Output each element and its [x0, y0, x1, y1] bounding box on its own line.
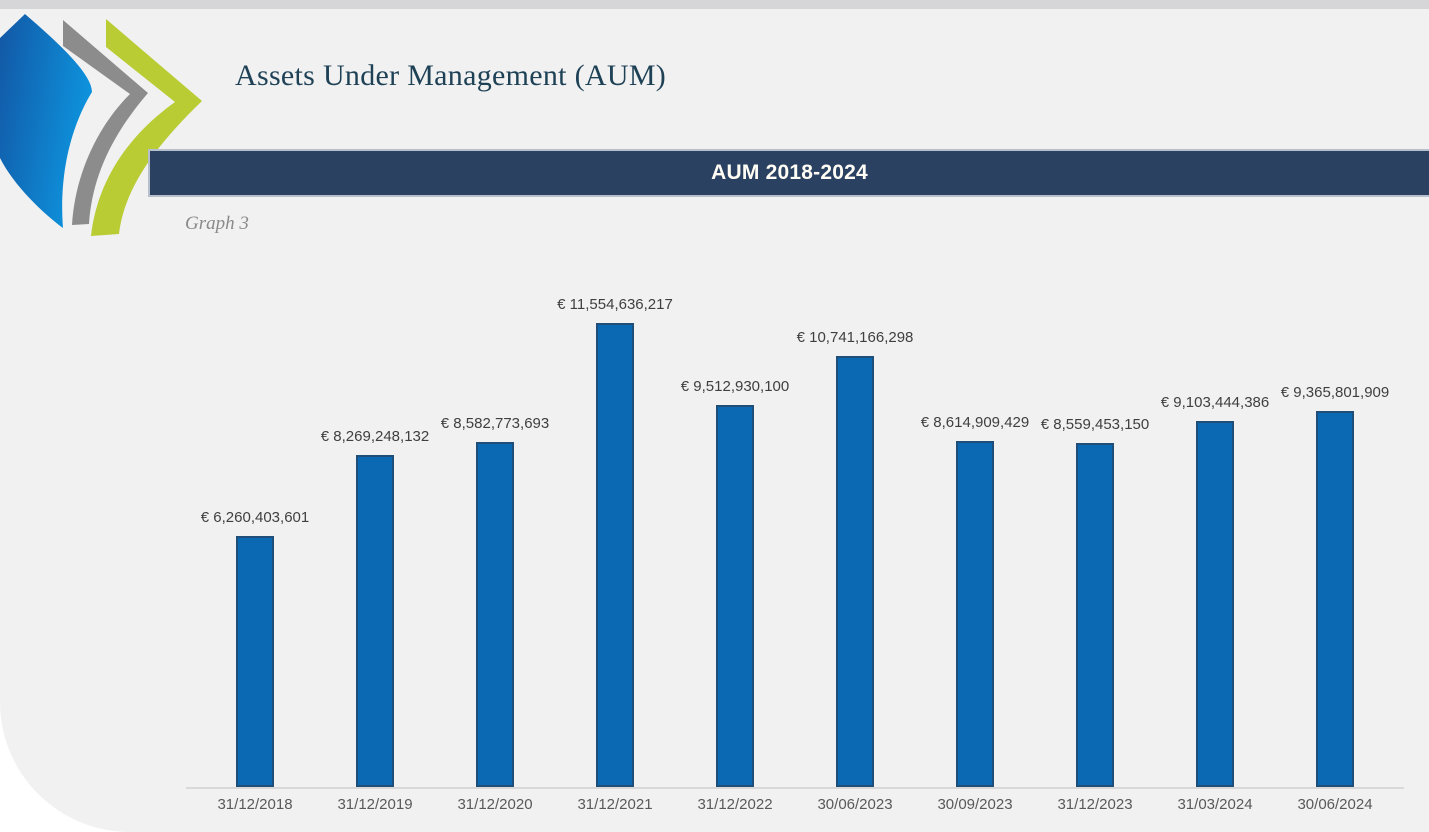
bar-value-label: € 8,582,773,693: [440, 415, 550, 432]
logo-blue-shape: [0, 14, 92, 228]
bar: [1196, 421, 1234, 787]
bar: [236, 536, 274, 787]
bar: [356, 455, 394, 787]
bar-slot: € 8,582,773,693 31/12/2020: [435, 281, 555, 813]
bar-value-label: € 8,269,248,132: [320, 428, 430, 445]
bar-value-label: € 9,103,444,386: [1160, 394, 1270, 411]
bar: [956, 441, 994, 787]
bar-value-label: € 9,365,801,909: [1280, 384, 1390, 401]
bar-slot: € 8,614,909,429 30/09/2023: [915, 281, 1035, 813]
x-axis-tick-label: 31/12/2019: [337, 796, 413, 813]
bar: [1316, 411, 1354, 787]
bar-value-label: € 8,614,909,429: [920, 414, 1030, 431]
page-title: Assets Under Management (AUM): [235, 59, 667, 92]
x-axis-tick-label: 30/06/2023: [817, 796, 893, 813]
section-banner: AUM 2018-2024: [148, 149, 1429, 197]
bar: [1076, 443, 1114, 787]
bar: [836, 356, 874, 787]
bar-slot: € 6,260,403,601 31/12/2018: [195, 281, 315, 813]
logo-green-chevron: [91, 19, 202, 236]
x-axis-tick-label: 31/12/2020: [457, 796, 533, 813]
bar-slot: € 9,103,444,386 31/03/2024: [1155, 281, 1275, 813]
x-axis-tick-label: 31/12/2018: [217, 796, 293, 813]
bar-slot: € 8,269,248,132 31/12/2019: [315, 281, 435, 813]
x-axis-tick-label: 31/03/2024: [1177, 796, 1253, 813]
graph-caption: Graph 3: [185, 213, 249, 234]
bar: [476, 442, 514, 787]
plot-area: € 6,260,403,601 31/12/2018 € 8,269,248,132…: [186, 281, 1404, 813]
page-content: Assets Under Management (AUM) AUM 2018-2…: [0, 9, 1429, 832]
x-axis-tick-label: 31/12/2022: [697, 796, 773, 813]
bar-value-label: € 9,512,930,100: [680, 378, 790, 395]
x-axis-tick-label: 31/12/2023: [1057, 796, 1133, 813]
bar-value-label: € 8,559,453,150: [1040, 416, 1150, 433]
bar-slot: € 10,741,166,298 30/06/2023: [795, 281, 915, 813]
logo-gray-chevron: [63, 20, 148, 225]
section-banner-title: AUM 2018-2024: [711, 161, 868, 184]
bar: [716, 405, 754, 787]
bar-slot: € 9,365,801,909 30/06/2024: [1275, 281, 1395, 813]
bar-slot: € 11,554,636,217 31/12/2021: [555, 281, 675, 813]
bar: [596, 323, 634, 787]
x-axis-tick-label: 30/06/2024: [1297, 796, 1373, 813]
bar-value-label: € 11,554,636,217: [557, 296, 673, 313]
bar-slot: € 8,559,453,150 31/12/2023: [1035, 281, 1155, 813]
bar-value-label: € 6,260,403,601: [200, 509, 310, 526]
x-axis-tick-label: 31/12/2021: [577, 796, 653, 813]
top-strip: [0, 0, 1429, 9]
x-axis-line: [186, 787, 1404, 789]
x-axis-tick-label: 30/09/2023: [937, 796, 1013, 813]
bar-slot: € 9,512,930,100 31/12/2022: [675, 281, 795, 813]
three-chevron-leaf-logo-icon: [0, 14, 202, 236]
bar-value-label: € 10,741,166,298: [796, 329, 914, 346]
